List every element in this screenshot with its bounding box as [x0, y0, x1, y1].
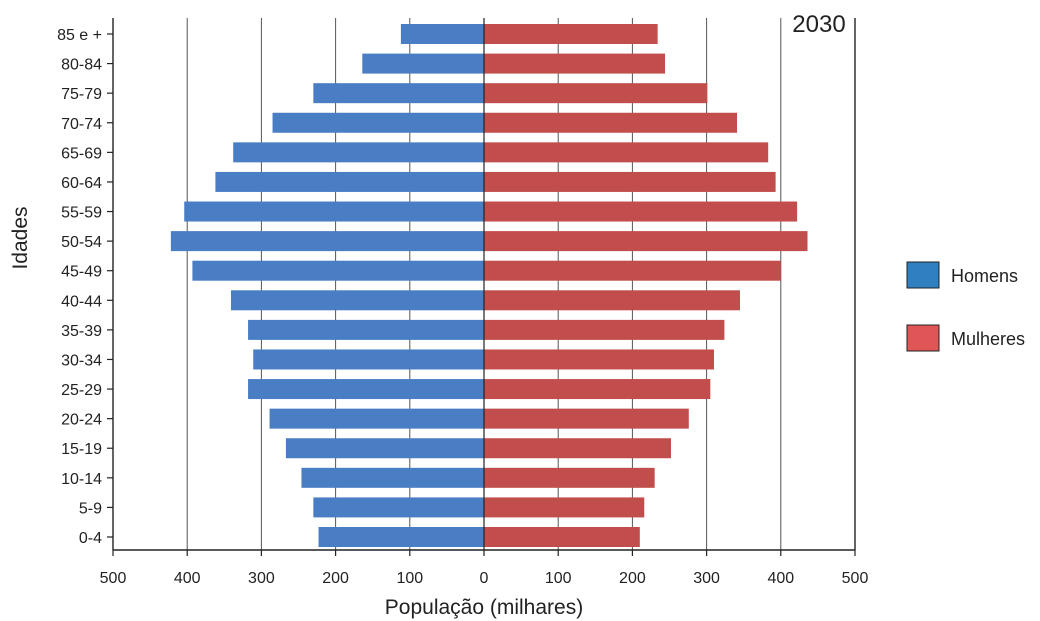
- bar-homens-5-9: [313, 497, 484, 518]
- x-tick-label: 200: [619, 570, 646, 587]
- y-tick-label: 45-49: [61, 264, 102, 281]
- bar-homens-60-64: [215, 171, 484, 192]
- bar-homens-25-29: [248, 379, 484, 400]
- bar-homens-30-34: [253, 349, 484, 370]
- y-tick-label: 50-54: [61, 234, 102, 251]
- legend-swatch-homens: [906, 261, 940, 289]
- x-tick-label: 500: [100, 570, 127, 587]
- y-tick-label: 40-44: [61, 293, 102, 310]
- bar-mulheres-15-19: [484, 438, 671, 459]
- bar-homens-75-79: [313, 83, 484, 104]
- bar-mulheres-65-69: [484, 142, 769, 163]
- legend-label-mulheres: Mulheres: [951, 329, 1025, 349]
- year-annotation: 2030: [792, 11, 845, 38]
- y-tick-label: 15-19: [61, 441, 102, 458]
- bar-mulheres-30-34: [484, 349, 715, 370]
- x-tick-label: 100: [545, 570, 572, 587]
- bar-homens-0-4: [318, 527, 484, 547]
- bar-mulheres-35-39: [484, 319, 725, 340]
- y-tick-label: 25-29: [61, 382, 102, 399]
- y-tick-label: 0-4: [79, 530, 102, 547]
- x-axis-title: População (milhares): [385, 596, 583, 619]
- bar-homens-65-69: [233, 142, 484, 163]
- bar-mulheres-45-49: [484, 260, 781, 281]
- bar-mulheres-85 e +: [484, 24, 658, 44]
- bar-mulheres-70-74: [484, 112, 738, 133]
- bar-mulheres-50-54: [484, 231, 808, 252]
- bar-mulheres-60-64: [484, 171, 776, 192]
- bar-mulheres-55-59: [484, 201, 798, 222]
- y-tick-label: 60-64: [61, 175, 102, 192]
- axes: [107, 18, 856, 556]
- bar-mulheres-10-14: [484, 467, 655, 488]
- x-tick-label: 500: [842, 570, 869, 587]
- x-tick-label: 0: [480, 570, 489, 587]
- grid: [186, 18, 782, 550]
- y-tick-label: 65-69: [61, 145, 102, 162]
- bar-homens-45-49: [192, 260, 485, 281]
- y-tick-label: 20-24: [61, 412, 102, 429]
- bar-homens-20-24: [269, 408, 484, 429]
- x-tick-label: 300: [248, 570, 275, 587]
- legend-swatch-mulheres: [906, 324, 940, 352]
- bar-homens-55-59: [184, 201, 484, 222]
- bar-mulheres-40-44: [484, 290, 740, 311]
- y-tick-label: 10-14: [61, 471, 102, 488]
- y-tick-label: 70-74: [61, 116, 102, 133]
- bar-homens-85 e +: [400, 24, 484, 44]
- y-tick-label: 55-59: [61, 205, 102, 222]
- x-tick-label: 400: [174, 570, 201, 587]
- bar-mulheres-75-79: [484, 83, 708, 104]
- x-tick-label: 100: [396, 570, 423, 587]
- bar-homens-15-19: [285, 438, 484, 459]
- bars: [170, 24, 808, 547]
- y-tick-label: 30-34: [61, 352, 102, 369]
- legend: Homens Mulheres: [906, 261, 1025, 352]
- y-axis-title: Idades: [9, 206, 32, 269]
- y-tick-label: 80-84: [61, 57, 102, 74]
- y-tick-label: 75-79: [61, 86, 102, 103]
- x-tick-label: 300: [693, 570, 720, 587]
- bar-mulheres-25-29: [484, 379, 711, 400]
- y-tick-label: 35-39: [61, 323, 102, 340]
- y-tick-label: 5-9: [79, 500, 102, 517]
- bar-homens-50-54: [170, 231, 484, 252]
- x-tick-label: 200: [322, 570, 349, 587]
- bar-homens-80-84: [362, 53, 484, 74]
- labels: 500 400 300 200 100 0 100 200 300 400 500 85 e + 80-…: [57, 27, 868, 587]
- bar-mulheres-80-84: [484, 53, 666, 74]
- bar-homens-35-39: [248, 319, 484, 340]
- x-tick-label: 400: [767, 570, 794, 587]
- y-tick-label: 85 e +: [57, 27, 102, 44]
- bar-mulheres-5-9: [484, 497, 645, 518]
- bar-homens-10-14: [301, 467, 484, 488]
- bar-mulheres-0-4: [484, 527, 640, 547]
- bar-homens-40-44: [230, 290, 484, 311]
- bar-homens-70-74: [272, 112, 484, 133]
- legend-label-homens: Homens: [951, 266, 1018, 286]
- bar-mulheres-20-24: [484, 408, 689, 429]
